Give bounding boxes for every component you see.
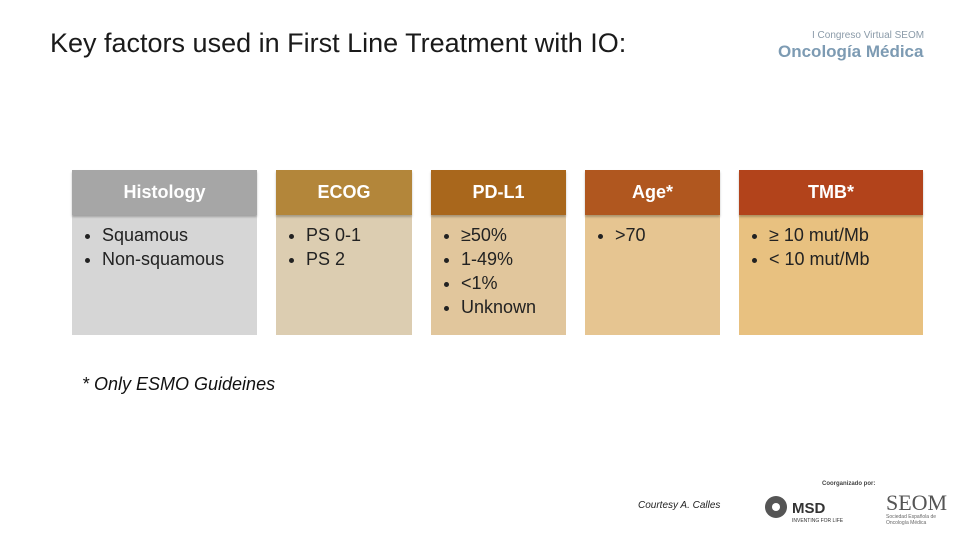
list-item: < 10 mut/Mb [769, 247, 923, 271]
list-item: Non-squamous [102, 247, 257, 271]
column-body: ≥ 10 mut/Mb< 10 mut/Mb [739, 215, 923, 335]
msd-tagline: INVENTING FOR LIFE [792, 518, 844, 524]
column-body: PS 0-1PS 2 [276, 215, 412, 335]
column-header: TMB* [739, 170, 923, 215]
list-item: <1% [461, 271, 566, 295]
coorganized-label: Coorganizado por: [822, 481, 876, 487]
courtesy: Courtesy A. Calles [638, 500, 721, 511]
list-item: >70 [615, 223, 720, 247]
list-item: 1-49% [461, 247, 566, 271]
column-header: Histology [72, 170, 257, 215]
list-item: Squamous [102, 223, 257, 247]
item-list: ≥ 10 mut/Mb< 10 mut/Mb [747, 223, 923, 271]
column-body: SquamousNon-squamous [72, 215, 257, 335]
list-item: PS 2 [306, 247, 412, 271]
column-header: PD-L1 [431, 170, 566, 215]
item-list: PS 0-1PS 2 [284, 223, 412, 271]
factor-column: ECOG PS 0-1PS 2 [276, 170, 412, 335]
item-list: SquamousNon-squamous [80, 223, 257, 271]
column-header: Age* [585, 170, 720, 215]
congress-label: I Congreso Virtual SEOM [812, 30, 925, 41]
factor-column: PD-L1 ≥50%1-49%<1%Unknown [431, 170, 566, 335]
msd-logo: MSD [792, 500, 826, 517]
list-item: ≥50% [461, 223, 566, 247]
seom-logo: SEOM [886, 490, 948, 515]
slide-title: Key factors used in First Line Treatment… [50, 28, 627, 58]
item-list: >70 [593, 223, 720, 247]
column-body: >70 [585, 215, 720, 335]
factor-column: Histology SquamousNon-squamous [72, 170, 257, 335]
list-item: PS 0-1 [306, 223, 412, 247]
item-list: ≥50%1-49%<1%Unknown [439, 223, 566, 319]
column-body: ≥50%1-49%<1%Unknown [431, 215, 566, 335]
column-header: ECOG [276, 170, 412, 215]
factor-column: TMB* ≥ 10 mut/Mb< 10 mut/Mb [739, 170, 923, 335]
seom-tagline: Sociedad Española de Oncología Médica [886, 514, 937, 526]
msd-icon [765, 496, 787, 518]
footnote: * Only ESMO Guideines [82, 374, 276, 394]
congress-logo: Oncología Médica [778, 42, 924, 61]
factor-column: Age* >70 [585, 170, 720, 335]
list-item: Unknown [461, 295, 566, 319]
list-item: ≥ 10 mut/Mb [769, 223, 923, 247]
